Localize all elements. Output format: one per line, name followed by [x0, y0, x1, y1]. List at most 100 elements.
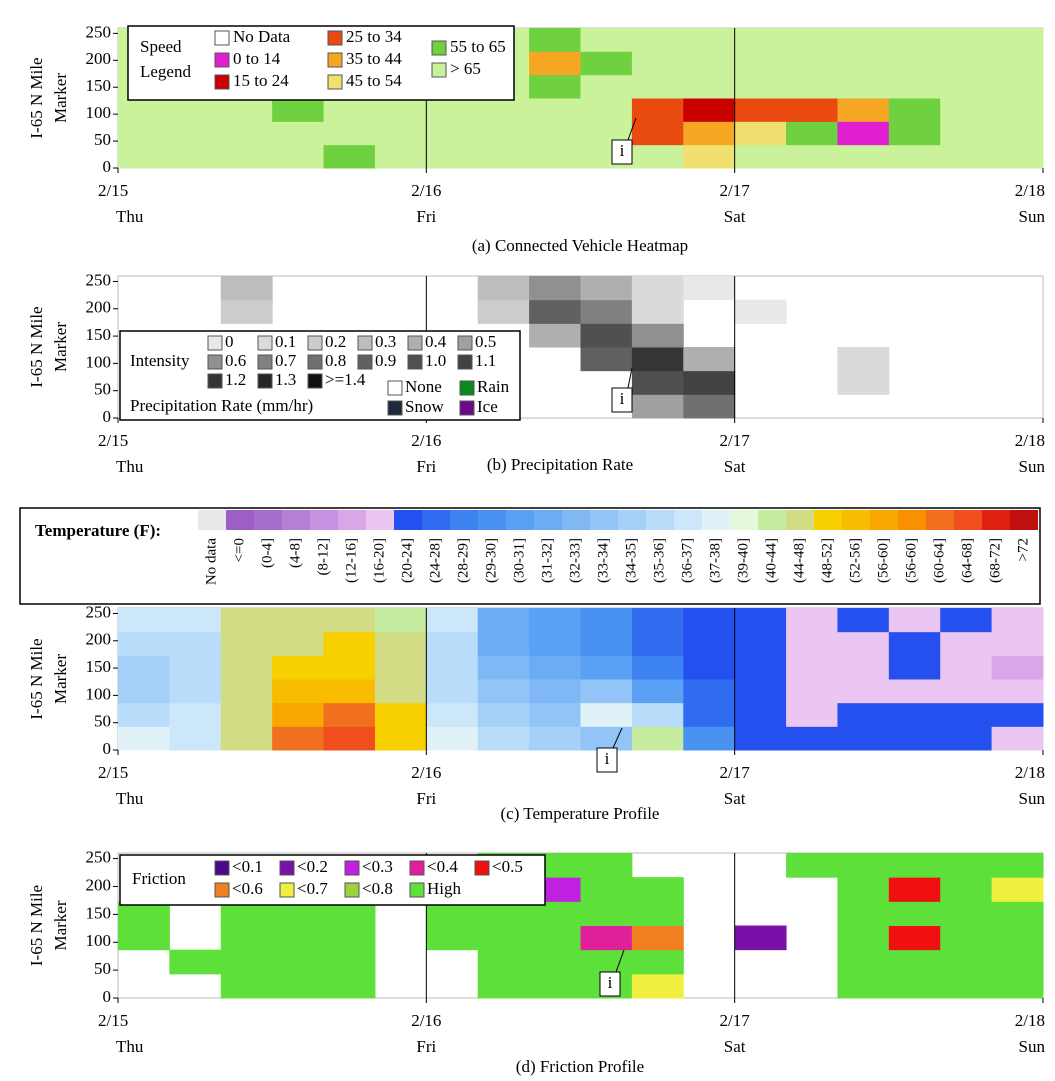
heat-cell	[631, 973, 684, 999]
heat-cell	[837, 347, 890, 372]
legend-swatch	[279, 860, 295, 876]
heat-cell	[426, 631, 479, 656]
heat-cell	[374, 702, 427, 727]
legend-label: <0.1	[232, 857, 263, 876]
x-tick-day: Sun	[1019, 457, 1046, 476]
heat-cell	[529, 925, 581, 951]
heat-cell	[734, 98, 787, 122]
x-tick-day: Sat	[724, 789, 746, 808]
legend-label: (12-16]	[343, 538, 359, 583]
caption: (a) Connected Vehicle Heatmap	[472, 236, 688, 255]
heat-cell	[118, 925, 170, 951]
y-tick-label: 100	[86, 352, 112, 371]
heat-cell	[683, 702, 736, 727]
heat-cell	[220, 949, 273, 975]
heat-cell	[220, 679, 273, 704]
heat-cell	[169, 121, 222, 146]
heat-cell	[734, 631, 787, 656]
y-tick-label: 200	[86, 875, 112, 894]
heat-cell	[837, 679, 890, 704]
heat-cell	[529, 276, 581, 301]
heat-cell	[272, 655, 325, 680]
y-axis-label: Marker	[51, 654, 70, 704]
heat-cell	[837, 853, 890, 878]
legend-swatch	[357, 354, 373, 370]
heat-cell	[888, 702, 941, 727]
heat-cell	[940, 28, 993, 52]
heat-cell	[220, 144, 273, 169]
legend-swatch	[214, 30, 230, 46]
legend-swatch	[409, 882, 425, 898]
heat-cell	[683, 655, 736, 680]
caption: (c) Temperature Profile	[501, 804, 660, 823]
y-axis-label: I-65 N Mile	[27, 306, 46, 387]
heat-cell	[837, 949, 890, 975]
legend-swatch	[327, 74, 343, 90]
heat-cell	[940, 853, 993, 878]
annotation-leader	[615, 949, 625, 973]
heat-cell	[631, 98, 684, 122]
heat-cell	[631, 877, 684, 902]
heat-cell	[940, 949, 993, 975]
legend-label: 1.0	[425, 351, 446, 370]
legend-label: (39-40]	[735, 538, 751, 583]
legend-label: (0-4]	[259, 538, 275, 568]
heat-cell	[580, 702, 633, 727]
legend-label: Rain	[477, 377, 510, 396]
legend-label: 35 to 44	[346, 49, 402, 68]
y-tick-label: 250	[86, 847, 112, 866]
y-axis-label: I-65 N Mile	[27, 57, 46, 138]
heat-cell	[272, 726, 325, 751]
legend-label: 25 to 34	[346, 27, 402, 46]
heat-cell	[426, 925, 479, 951]
legend-label: No data	[203, 538, 219, 585]
legend-label: (32-33]	[567, 538, 583, 583]
legend-swatch	[344, 860, 360, 876]
y-tick-label: 150	[86, 76, 112, 95]
heat-cell	[888, 679, 941, 704]
heat-cell	[940, 98, 993, 122]
legend-swatch	[214, 74, 230, 90]
heat-cell	[374, 144, 427, 169]
annotation: i	[608, 973, 613, 992]
heat-cell	[888, 631, 941, 656]
heat-cell	[631, 370, 684, 395]
heat-cell	[272, 608, 325, 633]
heat-cell	[837, 877, 890, 902]
heat-cell	[426, 98, 479, 122]
heat-cell	[323, 973, 376, 999]
legend-label: 1.1	[475, 351, 496, 370]
legend-swatch	[387, 380, 403, 396]
heat-cell	[837, 726, 890, 751]
legend-swatch	[459, 380, 475, 396]
heat-cell	[631, 655, 684, 680]
heat-cell	[220, 655, 273, 680]
x-tick-label: 2/16	[411, 1011, 441, 1030]
y-axis-label: Marker	[51, 322, 70, 372]
legend-label: 15 to 24	[233, 71, 289, 90]
heat-cell	[991, 949, 1044, 975]
heat-cell	[169, 608, 222, 633]
annotation-leader	[627, 117, 637, 141]
x-tick-label: 2/16	[411, 181, 441, 200]
heat-cell	[888, 949, 941, 975]
y-tick-label: 50	[94, 130, 111, 149]
heat-cell	[323, 949, 376, 975]
heat-cell	[888, 28, 941, 52]
y-tick-label: 200	[86, 49, 112, 68]
heat-cell	[631, 121, 684, 146]
heat-cell	[374, 726, 427, 751]
legend-swatch	[814, 510, 842, 530]
heat-cell	[940, 51, 993, 76]
legend-label: 0.5	[475, 332, 496, 351]
x-tick-label: 2/17	[720, 763, 751, 782]
heat-cell	[786, 144, 838, 169]
heat-cell	[477, 679, 530, 704]
heat-cell	[940, 631, 993, 656]
heat-cell	[991, 853, 1044, 878]
heat-cell	[991, 144, 1044, 169]
heat-cell	[940, 679, 993, 704]
legend-label: 1.2	[225, 370, 246, 389]
legend-swatch	[842, 510, 870, 530]
